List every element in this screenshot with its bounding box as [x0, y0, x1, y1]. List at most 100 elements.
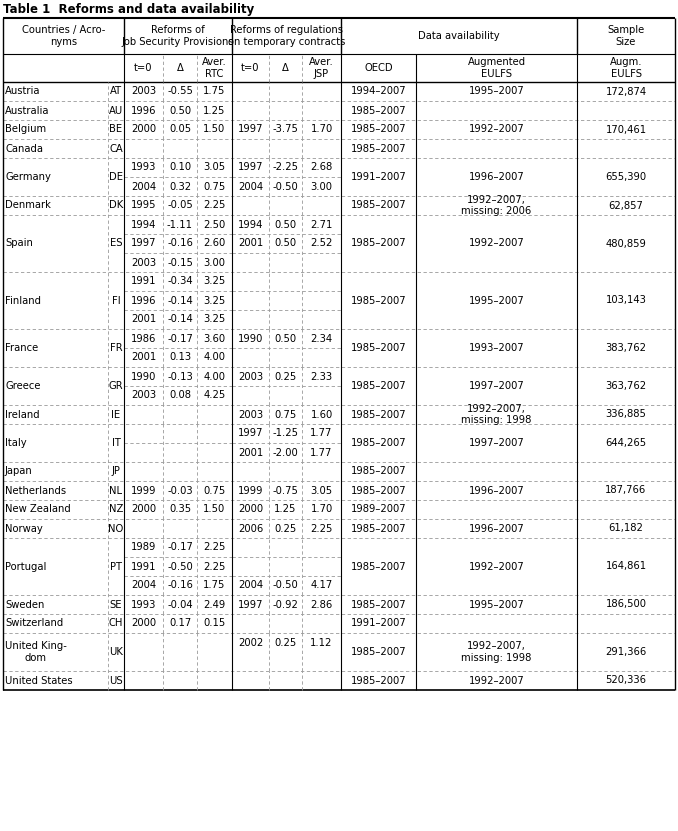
Text: 0.50: 0.50: [275, 238, 296, 248]
Text: Italy: Italy: [5, 438, 26, 448]
Text: 2001: 2001: [238, 448, 263, 458]
Text: Countries / Acro-
nyms: Countries / Acro- nyms: [22, 25, 105, 47]
Text: Netherlands: Netherlands: [5, 485, 66, 495]
Text: 2.52: 2.52: [311, 238, 333, 248]
Text: 1992–2007: 1992–2007: [468, 676, 524, 686]
Text: 0.75: 0.75: [275, 410, 297, 420]
Text: 1.50: 1.50: [203, 504, 226, 514]
Text: 2.49: 2.49: [203, 599, 226, 609]
Text: -0.50: -0.50: [273, 181, 298, 191]
Text: 2004: 2004: [238, 181, 263, 191]
Text: 655,390: 655,390: [605, 172, 647, 182]
Text: 1992–2007,
missing: 1998: 1992–2007, missing: 1998: [461, 642, 532, 663]
Text: 1.12: 1.12: [311, 637, 333, 647]
Text: 1990: 1990: [131, 371, 156, 381]
Text: 2000: 2000: [238, 504, 263, 514]
Text: 1994: 1994: [131, 219, 156, 229]
Text: Table 1  Reforms and data availability: Table 1 Reforms and data availability: [3, 2, 254, 16]
Text: Germany: Germany: [5, 172, 51, 182]
Text: 1995: 1995: [131, 200, 156, 210]
Text: 1986: 1986: [131, 333, 156, 343]
Text: 2004: 2004: [238, 581, 263, 591]
Text: -0.13: -0.13: [167, 371, 193, 381]
Text: 1997: 1997: [238, 599, 263, 609]
Text: 0.50: 0.50: [275, 219, 296, 229]
Text: 1995–2007: 1995–2007: [468, 296, 524, 306]
Text: 1.60: 1.60: [311, 410, 333, 420]
Text: 2.33: 2.33: [311, 371, 333, 381]
Text: NL: NL: [110, 485, 123, 495]
Text: 1999: 1999: [131, 485, 156, 495]
Text: -0.55: -0.55: [167, 86, 193, 96]
Text: Sample
Size: Sample Size: [607, 25, 645, 47]
Text: 2.60: 2.60: [203, 238, 226, 248]
Text: Augm.
EULFS: Augm. EULFS: [610, 57, 642, 79]
Text: 3.05: 3.05: [311, 485, 333, 495]
Text: 3.25: 3.25: [203, 314, 226, 324]
Text: United King-
dom: United King- dom: [5, 642, 67, 663]
Text: 103,143: 103,143: [605, 296, 646, 306]
Text: 2003: 2003: [131, 86, 156, 96]
Text: NO: NO: [108, 524, 123, 534]
Text: -0.16: -0.16: [167, 238, 193, 248]
Text: 1985–2007: 1985–2007: [351, 238, 406, 248]
Text: FI: FI: [112, 296, 120, 306]
Text: 2.86: 2.86: [311, 599, 333, 609]
Text: FR: FR: [110, 343, 122, 353]
Text: Augmented
EULFS: Augmented EULFS: [467, 57, 525, 79]
Text: 363,762: 363,762: [605, 381, 647, 391]
Text: -0.14: -0.14: [167, 296, 193, 306]
Text: 2003: 2003: [238, 410, 263, 420]
Text: 3.05: 3.05: [203, 163, 226, 173]
Text: 1985–2007: 1985–2007: [351, 562, 406, 572]
Text: 0.75: 0.75: [203, 181, 226, 191]
Text: 0.75: 0.75: [203, 485, 226, 495]
Text: 1991: 1991: [131, 562, 156, 572]
Text: 1993: 1993: [131, 599, 156, 609]
Text: 1.75: 1.75: [203, 581, 226, 591]
Text: 187,766: 187,766: [605, 485, 647, 495]
Text: -0.50: -0.50: [167, 562, 193, 572]
Text: 61,182: 61,182: [609, 524, 643, 534]
Text: 4.17: 4.17: [311, 581, 333, 591]
Text: 2001: 2001: [131, 314, 156, 324]
Text: 1991–2007: 1991–2007: [351, 172, 406, 182]
Text: 164,861: 164,861: [605, 562, 647, 572]
Text: Switzerland: Switzerland: [5, 618, 63, 628]
Text: 1.70: 1.70: [311, 504, 333, 514]
Text: New Zealand: New Zealand: [5, 504, 71, 514]
Text: -0.03: -0.03: [167, 485, 193, 495]
Text: Data availability: Data availability: [418, 31, 500, 41]
Text: 0.13: 0.13: [169, 352, 191, 362]
Text: Australia: Australia: [5, 106, 49, 116]
Text: 1985–2007: 1985–2007: [351, 524, 406, 534]
Text: 1993–2007: 1993–2007: [468, 343, 524, 353]
Text: PT: PT: [110, 562, 122, 572]
Text: Finland: Finland: [5, 296, 41, 306]
Text: 1996–2007: 1996–2007: [468, 524, 524, 534]
Text: 1985–2007: 1985–2007: [351, 466, 406, 476]
Text: 3.00: 3.00: [311, 181, 332, 191]
Text: 1985–2007: 1985–2007: [351, 144, 406, 154]
Text: 1995–2007: 1995–2007: [468, 599, 524, 609]
Text: 1985–2007: 1985–2007: [351, 599, 406, 609]
Text: 520,336: 520,336: [605, 676, 647, 686]
Text: 1990: 1990: [238, 333, 263, 343]
Text: -0.16: -0.16: [167, 581, 193, 591]
Text: 1997: 1997: [238, 429, 263, 439]
Text: BE: BE: [109, 125, 123, 135]
Text: 1994: 1994: [238, 219, 263, 229]
Text: 1985–2007: 1985–2007: [351, 438, 406, 448]
Text: 0.35: 0.35: [169, 504, 191, 514]
Text: 1985–2007: 1985–2007: [351, 676, 406, 686]
Text: 1.75: 1.75: [203, 86, 226, 96]
Text: 62,857: 62,857: [609, 200, 643, 210]
Text: 383,762: 383,762: [605, 343, 647, 353]
Text: 1997: 1997: [131, 238, 156, 248]
Text: -0.17: -0.17: [167, 543, 193, 553]
Text: Canada: Canada: [5, 144, 43, 154]
Text: 1985–2007: 1985–2007: [351, 125, 406, 135]
Text: DE: DE: [109, 172, 123, 182]
Text: 1996–2007: 1996–2007: [468, 172, 524, 182]
Text: -0.17: -0.17: [167, 333, 193, 343]
